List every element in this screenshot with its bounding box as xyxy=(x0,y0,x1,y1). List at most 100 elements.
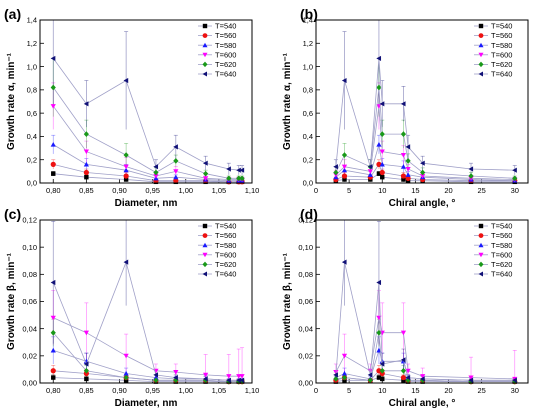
legend-marker xyxy=(202,223,208,229)
y-tick-label: 1,4 xyxy=(303,16,313,25)
data-point xyxy=(333,376,339,382)
legend-label: T=620 xyxy=(215,60,236,69)
data-point xyxy=(123,370,129,376)
data-point xyxy=(405,158,411,164)
data-point xyxy=(341,353,348,359)
legend-label: T=560 xyxy=(215,231,236,240)
data-point xyxy=(341,152,348,158)
panel-label: (c) xyxy=(4,206,21,222)
data-point xyxy=(512,175,518,182)
data-point xyxy=(333,372,338,378)
data-point xyxy=(400,330,407,336)
legend-marker xyxy=(478,233,484,239)
series-line xyxy=(52,332,243,383)
data-point xyxy=(173,169,179,174)
data-point xyxy=(400,173,407,179)
data-point xyxy=(51,171,56,176)
data-point xyxy=(83,367,89,374)
data-point xyxy=(236,167,241,173)
data-point xyxy=(203,160,208,166)
legend-marker xyxy=(202,271,207,277)
x-axis-title: Diameter, nm xyxy=(115,198,178,209)
y-tick-label: 0,8 xyxy=(27,86,37,95)
series-line xyxy=(335,163,515,182)
data-point xyxy=(341,167,348,173)
series-line xyxy=(335,377,515,383)
data-point xyxy=(341,173,348,179)
data-point xyxy=(379,169,385,176)
data-point xyxy=(376,55,382,62)
x-tick-label: 0,95 xyxy=(145,386,160,395)
series-line xyxy=(335,317,515,380)
data-point xyxy=(405,374,411,381)
x-tick-label: 1,00 xyxy=(178,386,193,395)
data-point xyxy=(401,378,406,383)
x-tick-label: 0,85 xyxy=(79,186,94,195)
series-line xyxy=(52,58,243,171)
legend-label: T=640 xyxy=(215,70,236,79)
data-point xyxy=(153,169,159,176)
legend-marker xyxy=(202,233,208,239)
data-point xyxy=(379,361,385,367)
data-point xyxy=(236,175,242,182)
data-point xyxy=(379,367,385,374)
y-tick-label: 0,2 xyxy=(303,155,313,164)
series-line xyxy=(53,317,243,377)
data-point xyxy=(401,177,406,182)
data-point xyxy=(367,169,373,174)
legend-marker xyxy=(202,42,208,48)
y-tick-label: 1,0 xyxy=(27,62,37,71)
x-tick-label: 0,90 xyxy=(112,186,127,195)
data-point xyxy=(376,329,382,336)
x-tick-label: 30 xyxy=(511,386,519,395)
y-tick-label: 0,10 xyxy=(22,243,37,252)
data-point xyxy=(123,173,129,179)
series-line xyxy=(52,260,243,381)
legend-label: T=580 xyxy=(215,241,236,250)
series-line xyxy=(52,87,243,179)
data-point xyxy=(83,169,89,176)
data-point xyxy=(226,166,231,172)
x-axis-title: Chiral angle, ° xyxy=(389,198,456,209)
y-tick-label: 0,0 xyxy=(27,179,37,188)
data-point xyxy=(379,149,385,155)
y-tick-label: 1,0 xyxy=(303,62,313,71)
y-axis-title: Growth rate β, min⁻¹ xyxy=(6,252,17,350)
data-point xyxy=(512,377,517,383)
data-point xyxy=(405,377,411,384)
data-point xyxy=(173,144,178,150)
data-point xyxy=(153,377,159,384)
x-axis-title: Chiral angle, ° xyxy=(389,398,456,409)
data-point xyxy=(236,374,242,379)
data-point xyxy=(83,161,89,167)
y-axis-title: Growth rate α, min⁻¹ xyxy=(282,52,293,150)
data-point xyxy=(123,164,129,170)
legend-label: T=600 xyxy=(491,250,512,259)
data-point xyxy=(405,175,411,181)
data-point xyxy=(50,104,56,109)
legend-label: T=640 xyxy=(215,270,236,279)
panel-label: (b) xyxy=(300,6,318,22)
legend-label: T=640 xyxy=(491,270,512,279)
x-tick-label: 5 xyxy=(347,386,351,395)
data-point xyxy=(203,372,209,378)
data-point xyxy=(400,101,406,107)
y-tick-label: 0,4 xyxy=(303,132,313,141)
data-point xyxy=(84,174,89,180)
y-tick-label: 0,2 xyxy=(27,155,37,164)
series-line xyxy=(335,106,515,180)
data-point xyxy=(367,372,373,378)
legend-marker xyxy=(478,242,484,248)
legend-marker xyxy=(202,61,208,68)
plot-frame xyxy=(39,19,253,184)
legend-marker xyxy=(202,52,208,58)
data-point xyxy=(50,329,56,336)
panel-b: (b) 0 5 10 15 20 25 30 0,0 0,2 0,4 0,6 0,8 1,0 1,2 1,4 C… xyxy=(282,6,529,209)
legend-marker xyxy=(202,23,208,29)
legend-label: T=620 xyxy=(491,260,512,269)
y-tick-label: 0,4 xyxy=(27,132,37,141)
data-point xyxy=(83,101,89,107)
data-point xyxy=(341,77,347,84)
data-point xyxy=(123,259,129,265)
